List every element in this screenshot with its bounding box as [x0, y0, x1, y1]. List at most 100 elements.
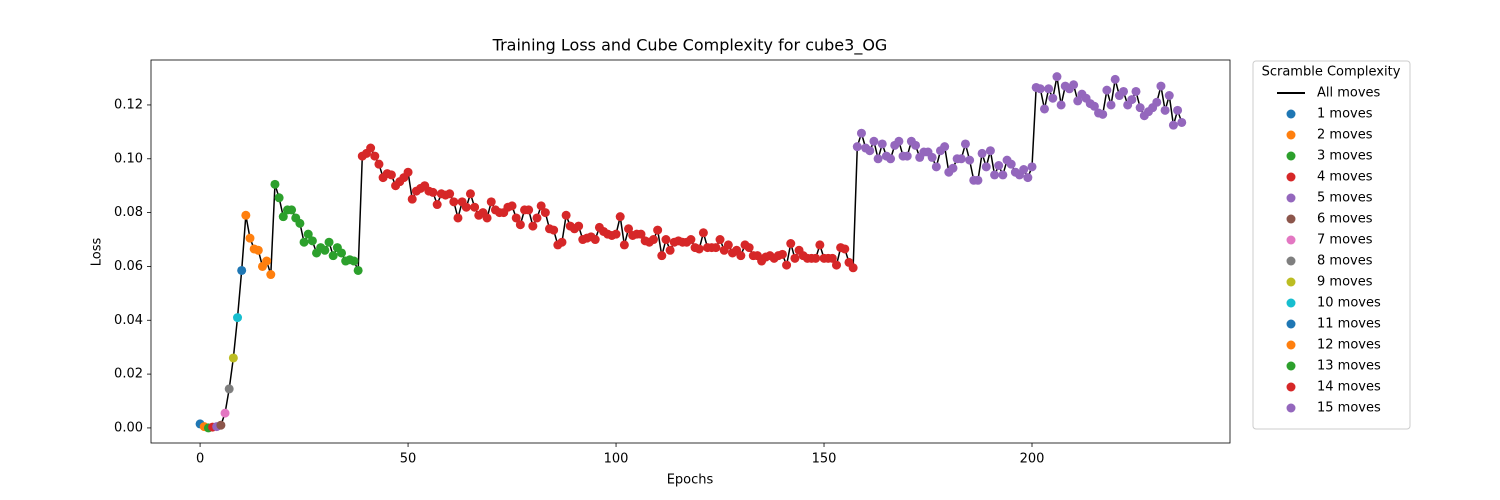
legend-label: 10 moves	[1317, 296, 1381, 311]
point	[403, 167, 413, 177]
point	[848, 263, 858, 273]
point	[374, 159, 384, 169]
point	[965, 155, 975, 165]
point	[981, 162, 991, 172]
point	[224, 384, 234, 394]
x-tick-label: 150	[812, 452, 837, 467]
point	[715, 235, 725, 245]
legend-label: 15 moves	[1317, 401, 1381, 416]
point	[366, 143, 376, 153]
legend-label: 1 moves	[1317, 107, 1373, 122]
point	[852, 142, 862, 152]
point	[624, 224, 634, 234]
point	[1173, 105, 1183, 115]
point	[869, 136, 879, 146]
point	[1152, 97, 1162, 107]
legend-swatch	[1286, 109, 1296, 119]
legend-label: 6 moves	[1317, 212, 1373, 227]
point	[790, 253, 800, 263]
point	[782, 260, 792, 270]
y-tick-label: 0.04	[114, 313, 143, 328]
point	[337, 248, 347, 258]
legend-swatch	[1286, 256, 1296, 266]
point	[1135, 103, 1145, 113]
legend-swatch	[1286, 382, 1296, 392]
point	[1027, 162, 1037, 172]
point	[486, 197, 496, 207]
point	[832, 260, 842, 270]
legend-title: Scramble Complexity	[1262, 65, 1401, 80]
point	[241, 210, 251, 220]
point	[960, 139, 970, 149]
point	[865, 146, 875, 156]
point	[528, 221, 538, 231]
point	[1052, 72, 1062, 82]
point	[777, 249, 787, 259]
point	[840, 244, 850, 254]
point	[428, 187, 438, 197]
legend-swatch	[1286, 172, 1296, 182]
legend-swatch	[1286, 235, 1296, 245]
point	[274, 193, 284, 203]
point	[303, 229, 313, 239]
point	[1102, 85, 1112, 95]
point	[956, 154, 966, 164]
point	[1110, 74, 1120, 84]
point	[287, 205, 297, 215]
x-tick-label: 200	[1020, 452, 1045, 467]
point	[536, 201, 546, 211]
legend-swatch	[1286, 130, 1296, 140]
legend-swatch	[1286, 319, 1296, 329]
point	[940, 142, 950, 152]
point	[482, 213, 492, 223]
point	[470, 202, 480, 212]
point	[1035, 84, 1045, 94]
point	[744, 243, 754, 253]
legend-label: 8 moves	[1317, 254, 1373, 269]
point	[295, 218, 305, 228]
point	[574, 221, 584, 231]
legend-swatch	[1286, 340, 1296, 350]
point	[711, 243, 721, 253]
point	[465, 189, 475, 199]
point	[1127, 95, 1137, 105]
point	[648, 235, 658, 245]
point	[532, 213, 542, 223]
legend-label: All moves	[1317, 86, 1381, 101]
point	[1056, 100, 1066, 110]
point	[253, 245, 263, 255]
point	[973, 175, 983, 185]
point	[698, 228, 708, 238]
point	[220, 408, 230, 418]
point	[657, 251, 667, 261]
point	[1069, 80, 1079, 90]
legend-swatch	[1286, 403, 1296, 413]
point	[307, 236, 317, 246]
point	[228, 353, 238, 363]
point	[636, 229, 646, 239]
point	[1156, 81, 1166, 91]
point	[994, 161, 1004, 171]
point	[665, 245, 675, 255]
legend-swatch	[1286, 214, 1296, 224]
point	[998, 170, 1008, 180]
point	[811, 253, 821, 263]
legend-label: 7 moves	[1317, 233, 1373, 248]
point	[507, 201, 517, 211]
point	[511, 213, 521, 223]
point	[619, 240, 629, 250]
legend-label: 11 moves	[1317, 317, 1381, 332]
point	[328, 251, 338, 261]
point	[233, 313, 243, 323]
y-tick-label: 0.02	[114, 367, 143, 382]
point	[1073, 96, 1083, 106]
point	[886, 154, 896, 164]
point	[927, 152, 937, 162]
point	[515, 220, 525, 230]
x-tick-label: 50	[400, 452, 417, 467]
point	[1164, 91, 1174, 101]
point	[686, 235, 696, 245]
legend-label: 9 moves	[1317, 275, 1373, 290]
legend-label: 14 moves	[1317, 380, 1381, 395]
point	[320, 245, 330, 255]
